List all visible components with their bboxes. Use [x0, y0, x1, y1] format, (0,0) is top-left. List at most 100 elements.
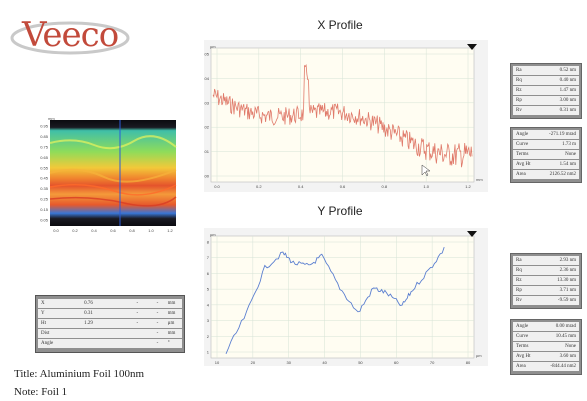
y-tick-label: 0.15 — [40, 207, 49, 212]
param-label: Avg Ht — [516, 354, 531, 359]
x-tick-label: 0.8 — [382, 184, 388, 189]
y-tick-label: 0.05 — [40, 218, 49, 223]
x-tick-label: 1.0 — [423, 184, 429, 189]
param-label: Avg Ht — [516, 162, 531, 167]
x-tick-label: 20 — [251, 360, 256, 365]
param-label: Angle — [516, 324, 529, 329]
x-tick-label: 0.2 — [256, 184, 262, 189]
table-row: Angle -271.19 mrad — [513, 130, 579, 139]
cell-c1: Ht — [41, 321, 46, 326]
cell-c5: mm — [167, 311, 176, 316]
x-tick-label: 0.4 — [298, 184, 304, 189]
param-value: 1.47 nm — [559, 88, 576, 93]
y-tick-label: 0.55 — [40, 165, 49, 170]
x-tick-label: 1.2 — [167, 228, 173, 233]
y-tick-label: 0.25 — [40, 197, 49, 202]
table-row: Ra 0.52 nm — [513, 66, 579, 75]
param-value: 0.40 nm — [559, 78, 576, 83]
x-tick-label: 0.6 — [340, 184, 346, 189]
param-value: 2126.52 nm2 — [549, 172, 576, 177]
param-label: Terms — [516, 344, 529, 349]
y-tick-label: 0.45 — [40, 176, 49, 181]
param-label: Rv — [516, 108, 522, 113]
param-label: Curve — [516, 142, 529, 147]
param-label: Angle — [516, 132, 529, 137]
y-profile-plot[interactable]: µm µm 8 7 6 5 4 3 2 1 10 20 30 40 50 60 70 80 — [204, 228, 488, 366]
param-value: 0.00 mrad — [555, 324, 576, 329]
param-value: 1.54 nm — [559, 162, 576, 167]
param-value: -271.19 mrad — [549, 132, 576, 137]
y-tick-label: 7 — [207, 255, 210, 260]
x-tick-label: 0.4 — [91, 228, 97, 233]
y-tick-label: 5 — [207, 287, 210, 292]
param-value: 2.36 nm — [559, 268, 576, 273]
cell-c2: 1.29 — [84, 321, 93, 326]
y-tick-label: 8 — [207, 240, 210, 245]
x-tick-label: 1.0 — [148, 228, 154, 233]
param-value: 3.60 nm — [559, 354, 576, 359]
table-row: Rq 0.40 nm — [513, 76, 579, 85]
sample-note: Note: Foil 1 — [14, 386, 68, 398]
table-row: Rv 0.31 nm — [513, 106, 579, 115]
cell-c2 — [84, 339, 127, 348]
table-row: Rp 3.00 nm — [513, 96, 579, 105]
param-value: 1.73 m — [562, 142, 576, 147]
table-row: Y 0.31 - - mm — [38, 309, 182, 318]
y-tick-label: 0.35 — [40, 186, 49, 191]
y-tick-label: 1 — [207, 350, 210, 355]
y-tick-label: 0.01 — [204, 149, 210, 154]
cell-c2: 0.31 — [84, 311, 93, 316]
cursor-coordinates-table: X 0.76 - - mm Y 0.31 - - mm Ht 1.29 - - µm Dist - mm Angle… — [35, 295, 185, 353]
y-tick-label: 0.02 — [204, 125, 210, 130]
param-label: Ra — [516, 68, 522, 73]
table-row: Area 2126.52 nm2 — [513, 170, 579, 179]
cell-c1: Dist — [41, 331, 50, 336]
cell-c4: - — [156, 311, 159, 316]
y-tick-label: 0.95 — [40, 124, 49, 129]
cell-c3: - — [136, 311, 139, 316]
y-profile-params-table: Angle 0.00 mrad Curve 10.45 mm Terms None Avg … — [510, 319, 582, 375]
surface-heatmap[interactable]: mm 0.95 0.85 0.75 0.65 0.55 0.45 0.35 0.25 0.15 0… — [34, 115, 180, 240]
param-value: -9.59 nm — [557, 298, 576, 303]
table-row: Curve 10.45 mm — [513, 332, 579, 341]
param-label: Rq — [516, 78, 522, 83]
table-row: Rz 1.47 nm — [513, 86, 579, 95]
cell-c5: µm — [167, 321, 175, 326]
table-row: Rp 3.71 nm — [513, 286, 579, 295]
x-tick-label: 50 — [358, 360, 363, 365]
table-row: Avg Ht 1.54 nm — [513, 160, 579, 169]
y-profile-x-unit: µm — [476, 353, 482, 358]
y-tick-label: 0.05 — [204, 52, 210, 57]
param-value: None — [565, 344, 576, 349]
param-value: 3.00 nm — [559, 98, 576, 103]
y-tick-label: 0.03 — [204, 100, 210, 105]
param-value: -844.44 nm2 — [550, 364, 576, 369]
y-tick-label: 0.00 — [204, 174, 210, 179]
cell-c1: Y — [41, 311, 45, 316]
x-tick-label: 10 — [215, 360, 220, 365]
cell-c4: - — [156, 301, 159, 306]
y-tick-label: 0.04 — [204, 76, 210, 81]
x-tick-label: 0.6 — [110, 228, 116, 233]
x-profile-marker-icon[interactable] — [467, 44, 477, 50]
cell-c4: - — [156, 321, 159, 326]
param-label: Ra — [516, 258, 522, 263]
x-tick-label: 0.0 — [53, 228, 59, 233]
cell-c3: - — [136, 301, 139, 306]
logo-swoosh-icon — [10, 21, 130, 55]
cell-c5: mm — [167, 301, 176, 306]
x-profile-grid — [211, 48, 474, 182]
cell-c4: - — [156, 331, 159, 336]
param-label: Rq — [516, 268, 522, 273]
x-profile-plot[interactable]: µm mm 0.05 0.04 0.03 0.02 0.01 0.00 0.0 0.2 0.4… — [204, 40, 488, 192]
y-tick-label: 3 — [207, 318, 210, 323]
table-row: Angle - ° — [38, 339, 182, 348]
cell-c5: ° — [167, 341, 170, 346]
x-tick-label: 60 — [394, 360, 399, 365]
param-value: 13.30 nm — [557, 278, 576, 283]
y-profile-marker-icon[interactable] — [467, 231, 477, 237]
x-tick-label: 30 — [286, 360, 291, 365]
table-row: X 0.76 - - mm — [38, 299, 182, 308]
y-roughness-table: Ra 2.93 nm Rq 2.36 nm Rz 13.30 nm Rp 3.71 nm Rv -… — [510, 253, 582, 309]
y-tick-label: 0.65 — [40, 155, 49, 160]
